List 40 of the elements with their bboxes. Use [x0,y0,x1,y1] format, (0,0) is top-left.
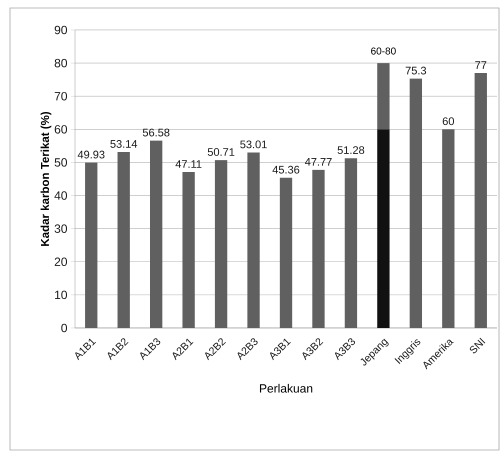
bar [377,63,390,130]
data-label: 75.3 [406,66,426,74]
bar [182,172,195,328]
bar [344,158,358,328]
data-label: 47.77 [304,158,332,166]
data-label: 60 [442,117,454,126]
bar [312,170,325,328]
data-label: 47.11 [176,160,202,168]
y-tick-label: 10 [55,290,68,300]
annotation: 60-80 [371,47,396,55]
y-tick-label: 40 [54,191,68,200]
y-tick-label: 60 [54,125,68,134]
x-axis-title: Perlakuan [260,384,312,393]
bar [474,73,487,328]
bar [442,129,454,328]
y-tick-label: 20 [54,258,68,266]
bar [214,160,228,328]
y-tick-label: 30 [54,224,68,233]
data-label: 56.58 [142,128,170,136]
data-label: 53.01 [240,140,267,148]
y-axis-title: Kadar karbon Terikat (%) [40,112,52,246]
data-label: 49.93 [78,150,105,158]
bar [85,162,98,328]
y-tick-label: 0 [61,324,68,332]
data-label: 51.28 [338,146,364,154]
data-label: 53.14 [110,140,138,148]
y-tick-label: 50 [54,158,68,167]
bar [410,78,422,328]
data-label: 45.36 [272,166,300,174]
bar [150,140,162,328]
y-tick-label: 80 [54,58,68,68]
data-label: 77 [475,61,486,69]
y-tick-label: 70 [54,92,68,100]
data-label: 50.71 [208,148,234,156]
bar [280,178,292,328]
bar [118,152,130,328]
x-tick-label: SNI [470,338,486,354]
bar [247,152,260,328]
y-tick-label: 90 [54,26,68,34]
bar [377,129,390,328]
